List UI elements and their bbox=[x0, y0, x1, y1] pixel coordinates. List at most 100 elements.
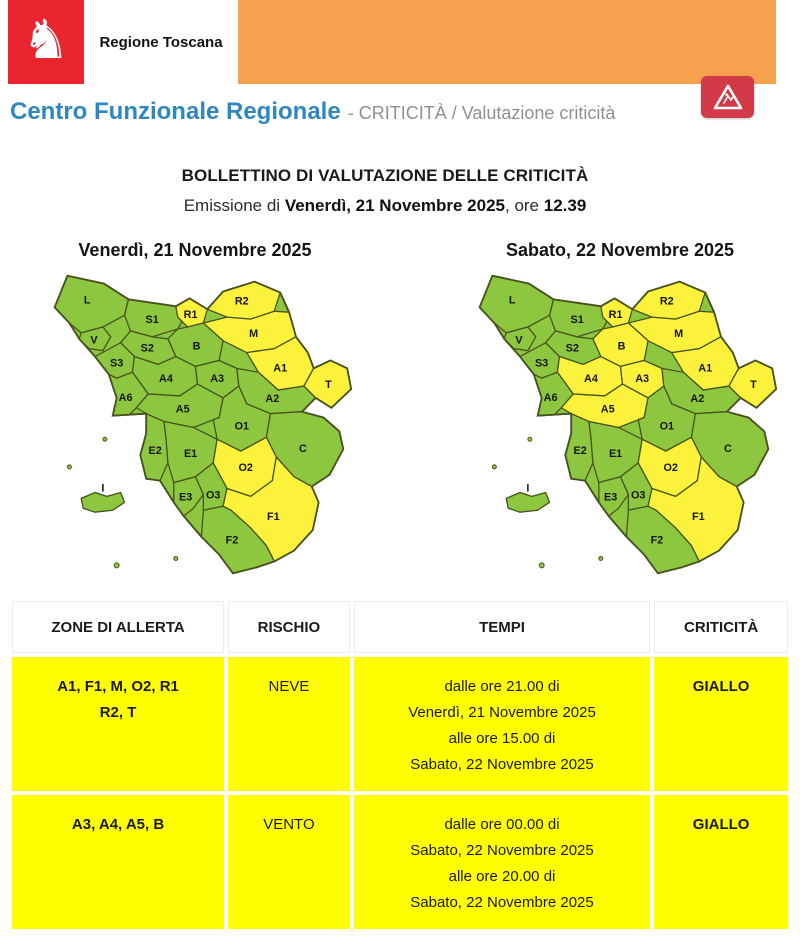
column-header-3: CRITICITÀ bbox=[654, 601, 788, 653]
zone-label-F2: F2 bbox=[226, 535, 239, 547]
zone-label-O3: O3 bbox=[631, 489, 645, 501]
alert-row-1: A3, A4, A5, B VENTO dalle ore 00.00 di Saba… bbox=[12, 795, 788, 929]
cell-tempi-0: dalle ore 21.00 di Venerdì, 21 Novembre 2… bbox=[353, 657, 651, 791]
zone-label-S3: S3 bbox=[110, 357, 123, 369]
zone-label-L: L bbox=[509, 294, 516, 306]
tuscany-map-saturday: L V S1 R1 R2 M B S2 S3 A4 A3 A1 T A2 A6 A5 O1 C E2 E1 O2 E3 O3… bbox=[455, 269, 785, 584]
zone-label-F1: F1 bbox=[692, 511, 705, 523]
zone-label-R2: R2 bbox=[660, 295, 674, 307]
zone-label-V: V bbox=[90, 335, 98, 347]
regione-toscana-logo: ♞ bbox=[8, 0, 84, 84]
zone-label-B: B bbox=[618, 341, 626, 353]
zone-label-T: T bbox=[750, 379, 757, 391]
zone-label-A1: A1 bbox=[273, 362, 287, 374]
logo-text: Regione Toscana bbox=[99, 33, 223, 51]
zone-label-O1: O1 bbox=[660, 420, 674, 432]
zone-label-B: B bbox=[193, 341, 201, 353]
cell-criticita-1: GIALLO bbox=[654, 795, 788, 929]
map-block-saturday: Sabato, 22 Novembre 2025 L V S1 R1 R2 M B S2 S3 A… bbox=[455, 240, 785, 584]
zone-I-region bbox=[80, 491, 126, 513]
tuscany-map-friday: L V S1 R1 R2 M B S2 S3 A4 A3 A1 T A2 A6 A5 O1 C E2 E1 O2 E3 O3… bbox=[30, 269, 360, 584]
zone-label-L: L bbox=[84, 294, 91, 306]
zone-label-C: C bbox=[724, 443, 732, 455]
map-title-friday: Venerdì, 21 Novembre 2025 bbox=[78, 240, 312, 260]
zone-label-S3: S3 bbox=[535, 357, 548, 369]
zone-label-R1: R1 bbox=[184, 309, 198, 321]
emission-line: Emissione di Venerdì, 21 Novembre 2025, … bbox=[0, 196, 770, 216]
zone-label-C: C bbox=[299, 443, 307, 455]
cell-zones-0: A1, F1, M, O2, R1 R2, T bbox=[12, 657, 225, 791]
zone-label-E2: E2 bbox=[573, 445, 586, 457]
zone-label-A6: A6 bbox=[119, 392, 133, 404]
zone-label-E3: E3 bbox=[604, 491, 617, 503]
zone-label-A5: A5 bbox=[176, 404, 190, 416]
zone-label-A2: A2 bbox=[265, 393, 279, 405]
emission-date: Venerdì, 21 Novembre 2025 bbox=[284, 196, 505, 215]
tuscany-map-svg: L V S1 R1 R2 M B S2 S3 A4 A3 A1 T A2 A6 A5 O1 C E2 E1 O2 E3 O3… bbox=[478, 274, 778, 575]
islet-dot bbox=[66, 464, 72, 470]
zone-label-A2: A2 bbox=[690, 393, 704, 405]
emission-mid: , ore bbox=[505, 196, 544, 215]
cell-risk-0: NEVE bbox=[228, 657, 350, 791]
logo-text-box: Regione Toscana bbox=[84, 0, 238, 84]
table-header-row: ZONE DI ALLERTA RISCHIO TEMPI CRITICITÀ bbox=[12, 601, 788, 653]
zone-label-S2: S2 bbox=[566, 343, 579, 355]
zone-label-O2: O2 bbox=[664, 462, 678, 474]
zone-A5-region bbox=[135, 383, 224, 429]
zone-label-M: M bbox=[674, 328, 683, 340]
warning-alert-button[interactable] bbox=[701, 76, 754, 118]
islet-dot bbox=[538, 562, 545, 569]
islet-dot bbox=[173, 556, 179, 561]
zone-label-O3: O3 bbox=[206, 489, 220, 501]
zone-label-F1: F1 bbox=[267, 511, 280, 523]
zone-label-A4: A4 bbox=[159, 373, 173, 385]
zone-label-A6: A6 bbox=[544, 392, 558, 404]
islet-dot bbox=[491, 464, 497, 470]
zone-label-M: M bbox=[249, 328, 258, 340]
emission-prefix: Emissione di bbox=[183, 196, 285, 215]
emission-time: 12.39 bbox=[543, 196, 587, 215]
header-row: Centro Funzionale Regionale - CRITICITÀ /… bbox=[0, 84, 800, 142]
zone-label-E1: E1 bbox=[184, 448, 197, 460]
header-subtitle: - CRITICITÀ / Valutazione criticità bbox=[347, 103, 616, 123]
orange-bar bbox=[238, 0, 776, 84]
zone-label-A3: A3 bbox=[635, 373, 649, 385]
column-header-0: ZONE DI ALLERTA bbox=[12, 601, 225, 653]
zone-label-R2: R2 bbox=[235, 295, 249, 307]
warning-triangle-icon bbox=[713, 84, 742, 110]
zone-I-region bbox=[505, 491, 551, 513]
zone-A5-region bbox=[560, 383, 649, 429]
map-block-friday: Venerdì, 21 Novembre 2025 L V S1 R1 R2 M B S2 S3… bbox=[30, 240, 360, 584]
zone-label-O1: O1 bbox=[235, 420, 249, 432]
brand-band: ♞ Regione Toscana bbox=[0, 0, 800, 84]
bulletin-title: BOLLETTINO DI VALUTAZIONE DELLE CRITICIT… bbox=[181, 166, 589, 185]
zone-label-A1: A1 bbox=[698, 362, 712, 374]
column-header-2: TEMPI bbox=[353, 601, 651, 653]
islet-dot bbox=[102, 436, 108, 442]
cell-zones-1: A3, A4, A5, B bbox=[12, 795, 225, 929]
zone-label-F2: F2 bbox=[651, 535, 664, 547]
zone-label-E2: E2 bbox=[148, 445, 161, 457]
islet-dot bbox=[598, 556, 604, 561]
zone-label-T: T bbox=[325, 379, 332, 391]
cell-tempi-1: dalle ore 00.00 di Sabato, 22 Novembre 20… bbox=[353, 795, 651, 929]
zone-label-V: V bbox=[515, 335, 523, 347]
centro-funzionale-link[interactable]: Centro Funzionale Regionale bbox=[10, 98, 341, 125]
zone-label-S1: S1 bbox=[571, 314, 584, 326]
criticality-table: ZONE DI ALLERTA RISCHIO TEMPI CRITICITÀ A1,… bbox=[8, 597, 792, 933]
centro-funzionale-heading: Centro Funzionale Regionale - CRITICITÀ /… bbox=[10, 98, 615, 126]
zone-label-O2: O2 bbox=[239, 462, 253, 474]
islet-dot bbox=[113, 562, 120, 569]
zone-label-E3: E3 bbox=[179, 491, 192, 503]
tuscany-map-svg: L V S1 R1 R2 M B S2 S3 A4 A3 A1 T A2 A6 A5 O1 C E2 E1 O2 E3 O3… bbox=[53, 274, 353, 575]
zone-label-R1: R1 bbox=[609, 309, 623, 321]
column-header-1: RISCHIO bbox=[228, 601, 350, 653]
zone-label-S1: S1 bbox=[146, 314, 159, 326]
zone-label-A4: A4 bbox=[584, 373, 598, 385]
alert-row-0: A1, F1, M, O2, R1 R2, T NEVE dalle ore 21.0… bbox=[12, 657, 788, 791]
map-title-saturday: Sabato, 22 Novembre 2025 bbox=[505, 240, 735, 260]
islet-dot bbox=[527, 436, 533, 442]
cell-risk-1: VENTO bbox=[228, 795, 350, 929]
zone-label-E1: E1 bbox=[609, 448, 622, 460]
